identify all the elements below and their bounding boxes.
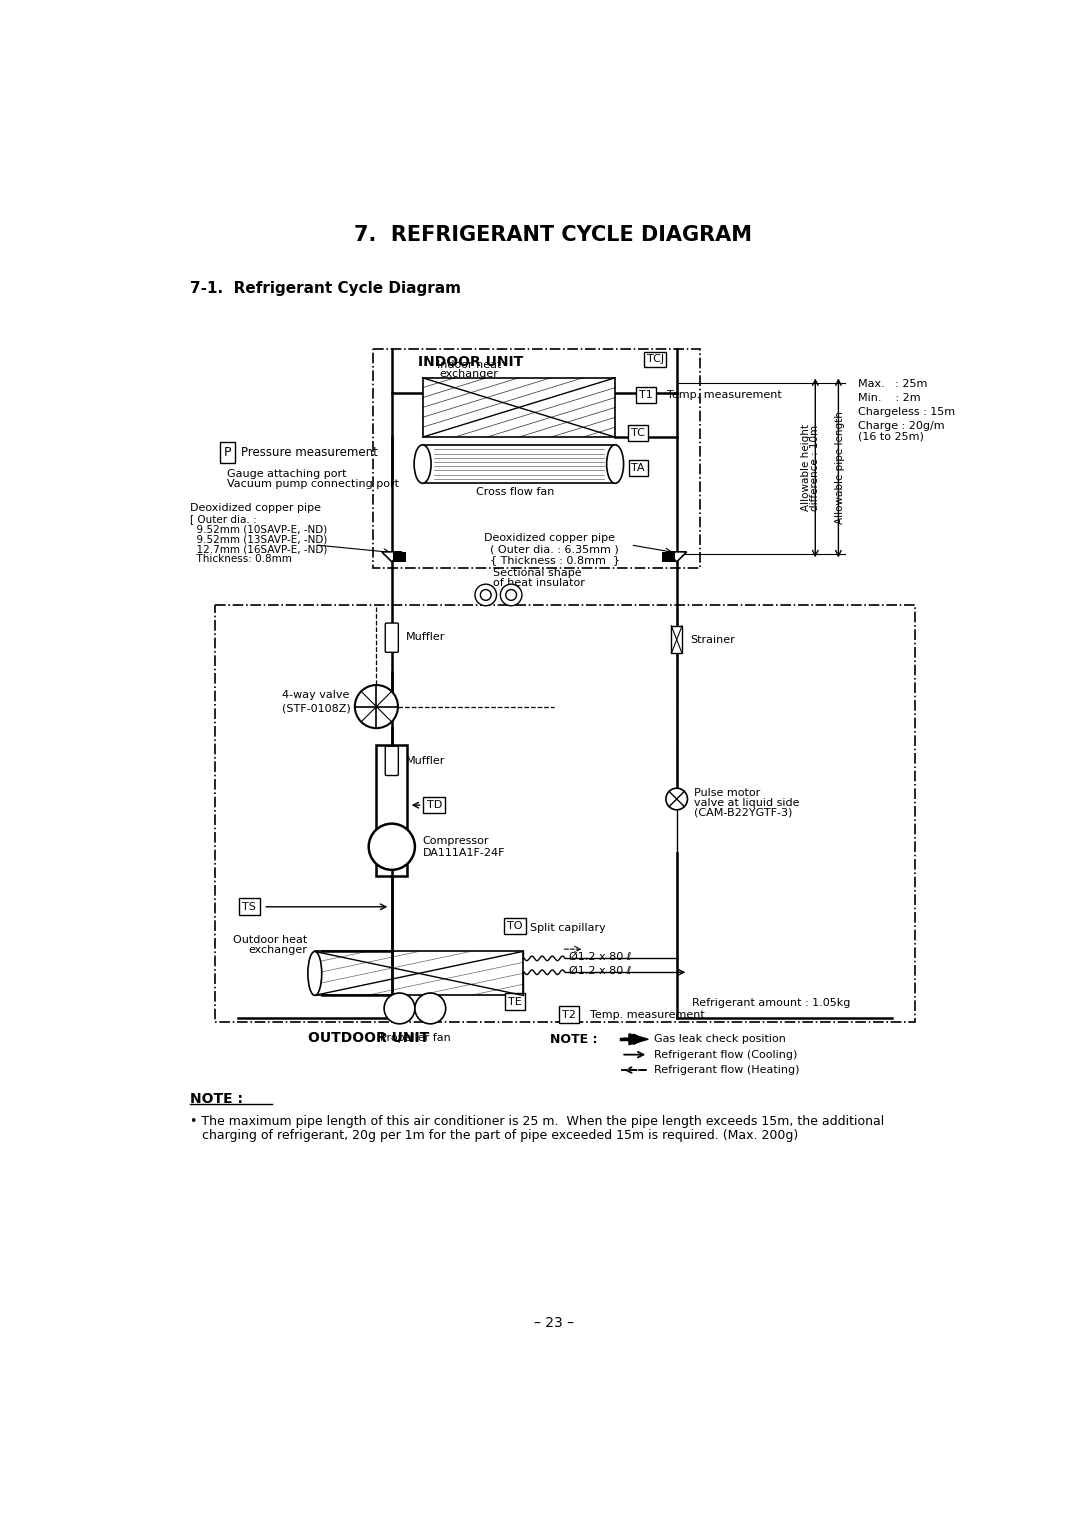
Text: { Thickness : 0.8mm  }: { Thickness : 0.8mm } [490,555,620,564]
Text: Muffler: Muffler [406,633,445,642]
Text: Strainer: Strainer [690,634,735,645]
FancyBboxPatch shape [386,624,399,653]
Text: Charge : 20g/m: Charge : 20g/m [858,421,944,432]
Circle shape [481,590,491,601]
Text: NOTE :: NOTE : [550,1032,597,1046]
Bar [422,445,616,483]
Circle shape [368,824,415,869]
Bar [377,746,407,875]
Text: exchanger: exchanger [440,369,498,378]
Text: Vacuum pump connecting port: Vacuum pump connecting port [227,479,399,490]
Text: Refrigerant flow (Cooling): Refrigerant flow (Cooling) [653,1049,797,1060]
Text: (16 to 25m): (16 to 25m) [858,432,923,442]
Ellipse shape [607,445,623,483]
Text: P: P [224,445,231,459]
Text: T2: T2 [562,1010,576,1020]
Bar [662,552,675,561]
Text: Chargeless : 15m: Chargeless : 15m [858,407,955,416]
Text: Pulse motor: Pulse motor [693,788,760,798]
Text: 9.52mm (10SAVP-E, -ND): 9.52mm (10SAVP-E, -ND) [190,525,327,534]
Text: [ Outer dia. :: [ Outer dia. : [190,514,257,525]
Bar [314,952,523,996]
Text: Deoxidized copper pipe: Deoxidized copper pipe [484,534,616,543]
Text: ( Outer dia. : 6.35mm ): ( Outer dia. : 6.35mm ) [490,544,619,555]
Text: Outdoor heat: Outdoor heat [233,935,307,944]
Text: Split capillary: Split capillary [530,923,606,933]
Text: Compressor: Compressor [422,836,489,845]
Text: TD: TD [427,801,442,810]
Ellipse shape [414,445,431,483]
Text: Thickness: 0.8mm: Thickness: 0.8mm [190,554,292,564]
Polygon shape [382,552,402,561]
Text: TO: TO [508,921,523,932]
Text: TCJ: TCJ [647,354,664,364]
Text: TE: TE [508,996,522,1006]
Circle shape [500,584,522,605]
Bar [393,552,406,561]
Text: Refrigerant flow (Heating): Refrigerant flow (Heating) [653,1064,799,1075]
Circle shape [355,685,397,727]
Text: Min.    : 2m: Min. : 2m [858,393,920,403]
Text: TA: TA [632,464,645,473]
Bar [672,625,683,654]
Text: Ø1.2 x 80 ℓ: Ø1.2 x 80 ℓ [569,965,632,976]
Text: exchanger: exchanger [248,946,307,955]
Text: (STF-0108Z): (STF-0108Z) [282,703,350,714]
Text: NOTE :: NOTE : [190,1092,243,1106]
Circle shape [505,590,516,601]
Text: Gas leak check position: Gas leak check position [653,1034,785,1045]
Bar [422,378,616,438]
Text: • The maximum pipe length of this air conditioner is 25 m.  When the pipe length: • The maximum pipe length of this air co… [190,1115,885,1127]
Text: difference : 10m: difference : 10m [810,425,820,511]
Text: Sectional shape: Sectional shape [494,567,582,578]
Text: Deoxidized copper pipe: Deoxidized copper pipe [190,503,321,512]
Text: (CAM-B22YGTF-3): (CAM-B22YGTF-3) [693,808,792,817]
Text: Pressure measurement: Pressure measurement [241,445,378,459]
Text: Ø1.2 x 80 ℓ: Ø1.2 x 80 ℓ [569,952,632,962]
Text: TS: TS [242,901,256,912]
Text: Allowable height: Allowable height [801,424,811,511]
Circle shape [415,993,446,1023]
Text: 7-1.  Refrigerant Cycle Diagram: 7-1. Refrigerant Cycle Diagram [190,281,461,296]
Polygon shape [629,1034,648,1045]
Text: Max.   : 25m: Max. : 25m [858,380,927,389]
Circle shape [384,993,415,1023]
Text: 4-way valve: 4-way valve [282,689,349,700]
Text: charging of refrigerant, 20g per 1m for the part of pipe exceeded 15m is require: charging of refrigerant, 20g per 1m for … [202,1128,798,1142]
Text: valve at liquid side: valve at liquid side [693,798,799,808]
Text: TC: TC [632,429,645,438]
Text: Propeller fan: Propeller fan [379,1032,450,1043]
Text: Refrigerant amount : 1.05kg: Refrigerant amount : 1.05kg [692,997,850,1008]
Text: Muffler: Muffler [406,755,445,766]
Text: Temp. measurement: Temp. measurement [591,1010,705,1020]
Ellipse shape [308,952,322,996]
Circle shape [475,584,497,605]
Text: DA111A1F-24F: DA111A1F-24F [422,848,505,859]
Bar [373,349,700,567]
Text: 12.7mm (16SAVP-E, -ND): 12.7mm (16SAVP-E, -ND) [190,544,327,554]
Text: 7.  REFRIGERANT CYCLE DIAGRAM: 7. REFRIGERANT CYCLE DIAGRAM [354,226,753,246]
Text: 9.52mm (13SAVP-E, -ND): 9.52mm (13SAVP-E, -ND) [190,534,327,544]
Text: – 23 –: – 23 – [534,1316,573,1330]
Circle shape [666,788,688,810]
Polygon shape [666,552,687,561]
Text: Cross flow fan: Cross flow fan [476,486,554,497]
Text: T1: T1 [639,390,652,400]
Text: Allowable pipe length: Allowable pipe length [835,412,845,525]
Text: Gauge attaching port: Gauge attaching port [227,470,347,479]
FancyBboxPatch shape [386,746,399,776]
Text: Indoor heat: Indoor heat [436,360,501,371]
Text: of heat insulator: of heat insulator [494,578,585,589]
Text: INDOOR UNIT: INDOOR UNIT [418,355,524,369]
Bar [215,605,916,1022]
Text: OUTDOOR UNIT: OUTDOOR UNIT [308,1031,430,1045]
Text: Temp. measurement: Temp. measurement [667,390,782,400]
